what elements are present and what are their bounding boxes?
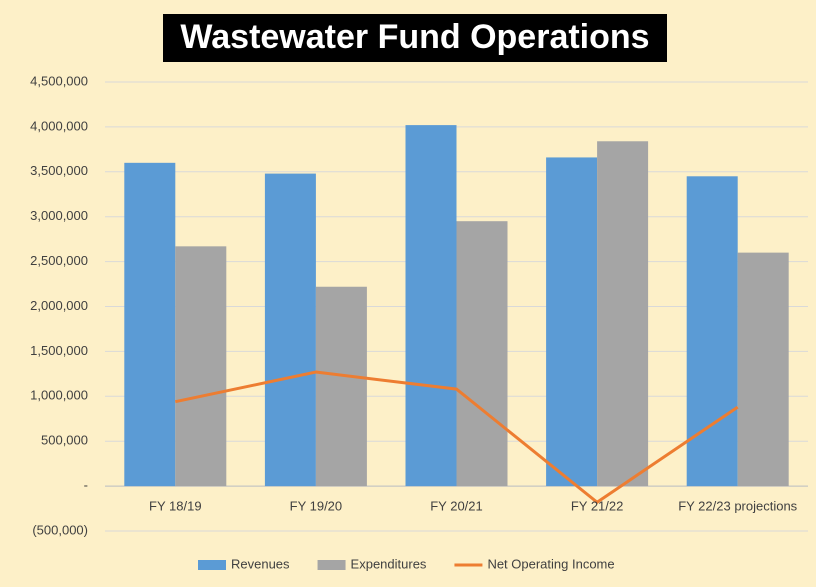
x-tick-label: FY 20/21	[430, 499, 483, 514]
bar	[597, 141, 649, 487]
line	[174, 370, 739, 505]
x-tick-label: FY 22/23 projections	[678, 499, 797, 514]
bar	[124, 162, 176, 487]
legend-swatch	[317, 560, 346, 570]
bar	[456, 221, 508, 487]
y-tick-label: 2,500,000	[30, 253, 88, 268]
legend-swatch	[198, 560, 226, 570]
y-tick-label: 3,500,000	[30, 163, 88, 178]
legend-label: Revenues	[231, 556, 290, 571]
legend-label: Net Operating Income	[487, 556, 614, 571]
y-tick-label: 1,500,000	[30, 343, 88, 358]
legend-label: Expenditures	[351, 556, 427, 571]
title-box	[163, 14, 667, 62]
y-tick-label: -	[84, 478, 88, 493]
y-tick-label: 2,000,000	[30, 298, 88, 313]
y-tick-label: 1,000,000	[30, 388, 88, 403]
y-tick-label: 500,000	[41, 433, 88, 448]
bar	[264, 173, 316, 487]
bar	[175, 246, 227, 487]
x-tick-label: FY 21/22	[571, 499, 624, 514]
y-tick-label: 3,000,000	[30, 208, 88, 223]
bar	[315, 286, 367, 487]
bar	[737, 252, 789, 487]
y-tick-label: 4,000,000	[30, 118, 88, 133]
y-tick-label: (500,000)	[32, 522, 88, 537]
x-tick-label: FY 18/19	[149, 499, 202, 514]
bar	[686, 176, 738, 487]
chart-title: Wastewater Fund Operations	[180, 18, 649, 56]
y-tick-label: 4,500,000	[30, 73, 88, 88]
bar	[405, 125, 457, 487]
bar	[546, 157, 598, 487]
x-tick-label: FY 19/20	[290, 499, 343, 514]
